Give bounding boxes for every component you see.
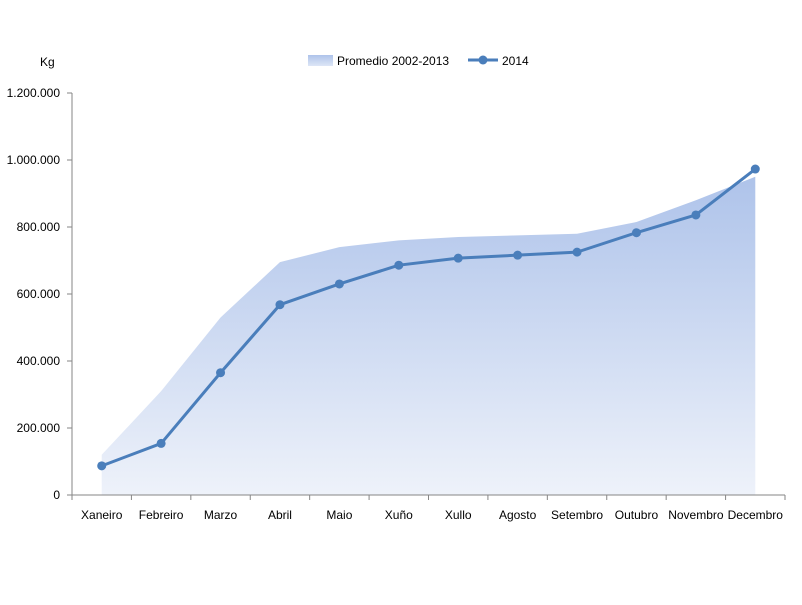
data-point-2014 — [513, 250, 523, 260]
data-point-2014 — [334, 279, 344, 289]
x-tick-label: Maio — [326, 508, 352, 522]
series-line-2014 — [101, 167, 757, 468]
data-point-2014 — [97, 461, 107, 471]
data-point-2014 — [394, 260, 404, 270]
data-point-2014 — [216, 368, 226, 378]
y-tick-label: 1.200.000 — [7, 86, 61, 100]
data-point-2014 — [631, 228, 641, 238]
x-tick-label: Outubro — [615, 508, 659, 522]
y-unit-label: Kg — [40, 55, 55, 69]
legend-label-line: 2014 — [502, 54, 529, 68]
data-point-2014 — [453, 253, 463, 263]
x-tick-label: Novembro — [668, 508, 724, 522]
data-point-2014 — [572, 247, 582, 257]
x-tick-label: Febreiro — [139, 508, 184, 522]
y-tick-label: 1.000.000 — [7, 153, 61, 167]
data-point-2014 — [691, 210, 701, 220]
data-point-2014 — [750, 164, 760, 174]
x-tick-label: Setembro — [551, 508, 603, 522]
y-tick-label: 800.000 — [17, 220, 61, 234]
data-point-2014 — [275, 300, 285, 310]
y-tick-label: 600.000 — [17, 287, 61, 301]
series-area-promedio — [101, 176, 756, 495]
legend-swatch-marker — [478, 55, 488, 65]
data-point-2014 — [156, 438, 166, 448]
x-tick-label: Agosto — [499, 508, 537, 522]
x-tick-label: Xaneiro — [81, 508, 123, 522]
y-tick-label: 400.000 — [17, 354, 61, 368]
x-tick-label: Decembro — [728, 508, 784, 522]
legend-label-area: Promedio 2002-2013 — [337, 54, 449, 68]
x-tick-label: Xullo — [445, 508, 472, 522]
legend-swatch-area — [308, 55, 333, 66]
y-tick-label: 200.000 — [17, 421, 61, 435]
x-tick-label: Abril — [268, 508, 292, 522]
x-tick-label: Marzo — [204, 508, 238, 522]
x-tick-label: Xuño — [385, 508, 413, 522]
legend: Promedio 2002-2013 2014 — [308, 54, 529, 68]
plot-area: 0 200.000 400.000 600.000 800.000 1.000.000 1.… — [7, 86, 786, 522]
y-tick-label: 0 — [53, 488, 60, 502]
